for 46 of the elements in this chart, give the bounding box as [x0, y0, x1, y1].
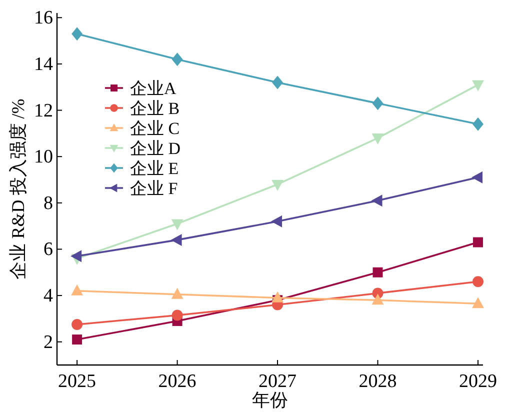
legend-label: 企业A: [130, 79, 177, 98]
point: [372, 267, 383, 278]
point: [70, 250, 82, 262]
y-axis-title: 企业 R&D 投入强度 /%: [8, 98, 28, 280]
legend-label: 企业 B: [130, 99, 180, 118]
point: [472, 297, 484, 308]
point: [372, 134, 384, 145]
point: [472, 276, 484, 288]
x-tick-label: 2025: [58, 371, 96, 392]
point: [372, 96, 384, 110]
x-axis-title: 年份: [252, 390, 288, 410]
legend-label: 企业 C: [130, 119, 180, 138]
point: [471, 171, 482, 184]
x-tick-label: 2028: [358, 371, 397, 392]
legend-label: 企业 F: [130, 179, 178, 198]
point: [72, 318, 83, 330]
x-tick-label: 2026: [158, 371, 196, 392]
point: [472, 237, 483, 248]
y-tick-label: 8: [44, 192, 53, 214]
y-tick-label: 10: [34, 146, 53, 168]
point: [170, 234, 182, 246]
legend-label: 企业 E: [130, 159, 179, 178]
point: [272, 76, 284, 90]
point: [172, 52, 183, 66]
point: [371, 194, 382, 207]
x-tick-label: 2027: [258, 371, 297, 392]
point: [472, 117, 484, 131]
point: [171, 219, 184, 230]
x-tick-label: 2029: [458, 371, 497, 392]
y-tick-label: 16: [34, 8, 53, 29]
point: [72, 334, 82, 345]
point: [72, 27, 83, 41]
point: [372, 294, 384, 305]
y-tick-label: 4: [44, 286, 54, 307]
point: [272, 180, 284, 191]
point: [171, 288, 184, 299]
point: [271, 215, 282, 228]
point: [71, 284, 84, 296]
point: [272, 291, 284, 302]
legend-label: 企业 D: [130, 139, 181, 158]
y-tick-label: 12: [34, 100, 53, 122]
y-tick-label: 2: [44, 332, 53, 353]
y-tick-label: 14: [34, 54, 54, 75]
y-tick-label: 6: [44, 239, 53, 260]
point: [472, 80, 484, 92]
point: [172, 310, 183, 321]
